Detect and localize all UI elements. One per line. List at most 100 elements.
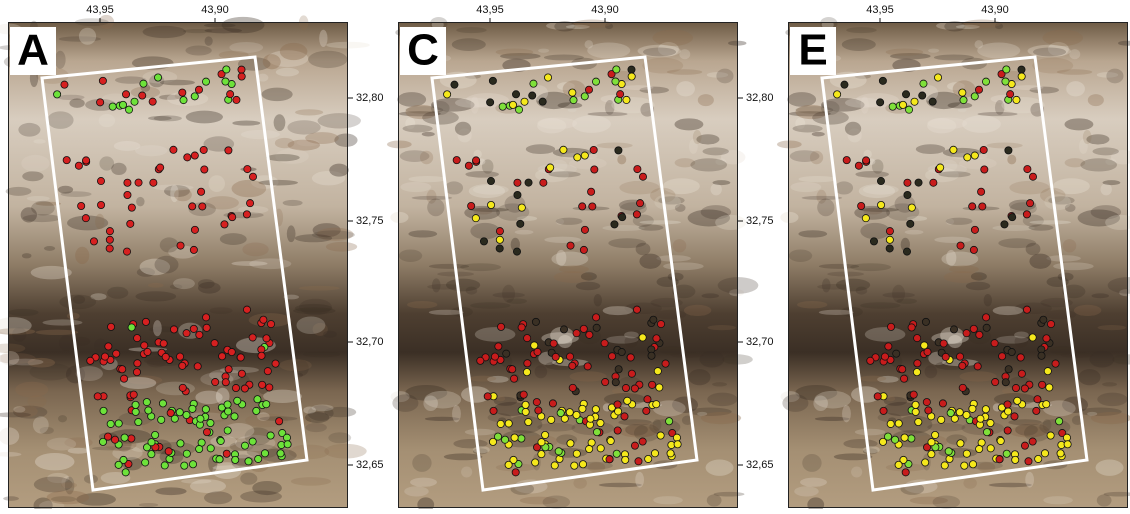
terrain-texture — [962, 115, 1001, 133]
sample-point — [522, 401, 529, 408]
sample-point — [191, 152, 198, 159]
sample-point — [494, 433, 501, 440]
sample-point — [643, 407, 650, 414]
sample-point — [611, 221, 618, 228]
terrain-texture — [1043, 496, 1073, 504]
sample-point — [1047, 432, 1054, 439]
terrain-texture — [392, 394, 418, 412]
sample-point — [960, 96, 967, 103]
sample-point — [615, 147, 622, 154]
terrain-texture — [927, 423, 965, 432]
sample-point — [183, 411, 190, 418]
sample-point — [487, 177, 494, 184]
terrain-texture — [1096, 459, 1124, 475]
terrain-texture — [242, 243, 268, 257]
sample-point — [566, 409, 573, 416]
sample-point — [1009, 214, 1016, 221]
terrain-texture — [544, 237, 581, 243]
sample-point — [238, 370, 245, 377]
sample-point — [900, 375, 907, 382]
terrain-texture — [928, 49, 939, 53]
sample-point — [635, 458, 642, 465]
terrain-texture — [220, 233, 247, 245]
map-panel: A43,9543,9032,8032,7532,7032,65 — [0, 4, 384, 509]
sample-point — [131, 98, 138, 105]
terrain-texture — [634, 424, 660, 442]
sample-point — [858, 202, 865, 209]
sample-point — [920, 80, 927, 87]
sample-point — [613, 450, 620, 457]
terrain-texture — [715, 215, 746, 230]
sample-point — [505, 461, 512, 468]
sample-point — [639, 334, 646, 341]
sample-point — [956, 409, 963, 416]
sample-point — [276, 418, 283, 425]
sample-point — [612, 379, 619, 386]
sample-point — [987, 419, 994, 426]
sample-point — [843, 157, 850, 164]
terrain-texture — [537, 423, 575, 432]
terrain-texture — [455, 122, 471, 136]
terrain-texture — [679, 49, 690, 59]
sample-point — [569, 384, 576, 391]
sample-point — [924, 348, 931, 355]
sample-point — [557, 409, 564, 416]
terrain-texture — [34, 139, 46, 143]
sample-point — [148, 439, 155, 446]
terrain-texture — [812, 132, 825, 137]
terrain-texture — [963, 478, 976, 489]
sample-point — [238, 66, 245, 73]
terrain-texture — [496, 49, 533, 56]
sample-point — [1029, 173, 1036, 180]
sample-point — [477, 357, 484, 364]
terrain-texture — [1090, 351, 1115, 368]
sample-point — [263, 401, 270, 408]
sample-point — [54, 91, 61, 98]
sample-point — [567, 242, 574, 249]
right-tick-label: 32,80 — [746, 92, 774, 104]
sample-point — [181, 462, 188, 469]
terrain-texture — [585, 40, 594, 48]
terrain-texture — [407, 301, 437, 308]
sample-point — [199, 203, 206, 210]
sample-point — [497, 420, 504, 427]
sample-point — [145, 407, 152, 414]
sample-point — [895, 420, 902, 427]
sample-point — [1012, 384, 1019, 391]
terrain-texture — [303, 352, 340, 358]
terrain-texture — [635, 472, 644, 488]
sample-point — [499, 103, 506, 110]
sample-point — [538, 439, 545, 446]
sample-point — [258, 352, 265, 359]
terrain-texture — [276, 68, 299, 77]
sample-point — [532, 459, 539, 466]
sample-point — [157, 164, 164, 171]
sample-point — [149, 98, 156, 105]
terrain-texture — [1100, 183, 1111, 195]
sample-point — [902, 469, 909, 476]
top-tick-label: 43,95 — [476, 4, 504, 16]
sample-point — [544, 74, 551, 81]
terrain-texture — [905, 230, 924, 235]
sample-point — [639, 438, 646, 445]
sample-point — [963, 330, 970, 337]
sample-point — [1003, 450, 1010, 457]
sample-point — [123, 248, 130, 255]
sample-point — [666, 418, 673, 425]
sample-point — [533, 398, 540, 405]
sample-point — [246, 200, 253, 207]
right-tick-label: 32,70 — [356, 336, 384, 348]
terrain-texture — [1029, 220, 1070, 224]
terrain-texture — [977, 43, 1020, 59]
right-tick-label: 32,65 — [356, 459, 384, 471]
terrain-texture — [205, 36, 213, 46]
sample-point — [61, 81, 68, 88]
sample-point — [633, 306, 640, 313]
terrain-texture — [496, 396, 505, 401]
terrain-texture — [865, 327, 906, 342]
terrain-texture — [859, 184, 895, 198]
terrain-texture — [1014, 332, 1029, 339]
terrain-texture — [27, 196, 50, 201]
sample-point — [886, 228, 893, 235]
sample-point — [929, 98, 936, 105]
